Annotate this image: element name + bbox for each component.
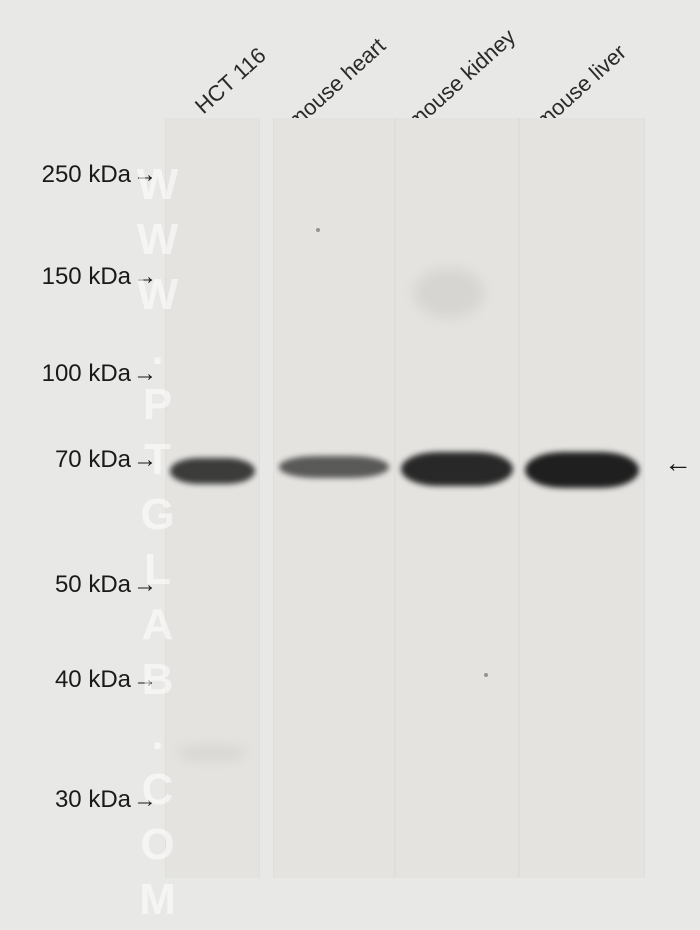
speck xyxy=(316,228,320,232)
mw-40-text: 40 kDa xyxy=(55,666,131,693)
mw-50-text: 50 kDa xyxy=(55,571,131,598)
arrow-right-icon: → xyxy=(133,666,157,694)
mw-150: 150 kDa→ xyxy=(42,263,157,291)
mw-30-text: 30 kDa xyxy=(55,786,131,813)
mw-40: 40 kDa→ xyxy=(55,666,157,694)
mw-100-text: 100 kDa xyxy=(42,360,131,387)
mw-150-text: 150 kDa xyxy=(42,263,131,290)
faint-band xyxy=(177,746,247,760)
mw-250-text: 250 kDa xyxy=(42,161,131,188)
target-band-arrow-icon: ← xyxy=(664,447,692,479)
speck xyxy=(484,673,488,677)
lane-3 xyxy=(395,118,519,878)
protein-band xyxy=(170,458,256,484)
mw-70: 70 kDa→ xyxy=(55,446,157,474)
lane-4 xyxy=(519,118,645,878)
mw-250: 250 kDa→ xyxy=(42,161,157,189)
arrow-right-icon: → xyxy=(133,786,157,814)
mw-30: 30 kDa→ xyxy=(55,786,157,814)
arrow-right-icon: → xyxy=(133,161,157,189)
lane-label-1: HCT 116 xyxy=(190,42,254,100)
mw-100: 100 kDa→ xyxy=(42,360,157,388)
arrow-right-icon: → xyxy=(133,360,157,388)
faint-band xyxy=(414,268,484,318)
arrow-right-icon: → xyxy=(133,571,157,599)
arrow-right-icon: → xyxy=(133,446,157,474)
arrow-right-icon: → xyxy=(133,263,157,291)
lane-separator xyxy=(263,118,271,878)
protein-band xyxy=(401,452,513,486)
mw-50: 50 kDa→ xyxy=(55,571,157,599)
molecular-weight-markers: 250 kDa→ 150 kDa→ 100 kDa→ 70 kDa→ 50 kD… xyxy=(0,0,165,903)
blot-membrane xyxy=(165,118,645,878)
lane-2 xyxy=(273,118,395,878)
lane-1 xyxy=(165,118,260,878)
mw-70-text: 70 kDa xyxy=(55,446,131,473)
protein-band xyxy=(279,456,389,478)
protein-band xyxy=(525,452,639,488)
western-blot-figure: HCT 116 mouse heart mouse kidney mouse l… xyxy=(0,0,700,903)
